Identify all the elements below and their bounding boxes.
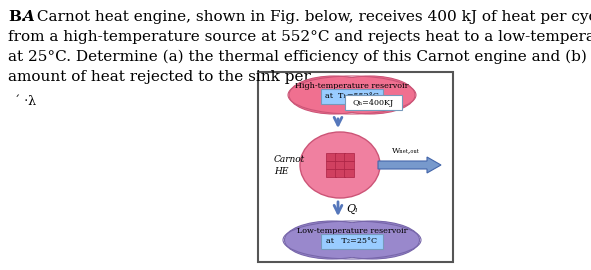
- Bar: [335, 161, 345, 169]
- Bar: [326, 169, 336, 177]
- Bar: [258, 72, 453, 262]
- Ellipse shape: [325, 76, 415, 114]
- Text: at  Tₕ=552°C: at Tₕ=552°C: [325, 92, 379, 100]
- Text: Carnot: Carnot: [274, 156, 305, 164]
- Text: Wₙₑₜ,ₒᵤₜ: Wₙₑₜ,ₒᵤₜ: [392, 146, 420, 154]
- Ellipse shape: [289, 76, 379, 114]
- Text: A: A: [22, 10, 34, 24]
- Text: HE: HE: [274, 167, 288, 177]
- Text: Qₗ: Qₗ: [346, 204, 358, 214]
- Text: at 25°C. Determine (a) the thermal efficiency of this Carnot engine and (b) the: at 25°C. Determine (a) the thermal effic…: [8, 50, 591, 64]
- Text: Low-temperature reservoir: Low-temperature reservoir: [297, 227, 407, 235]
- Bar: [344, 161, 354, 169]
- Text: B.: B.: [8, 10, 27, 24]
- FancyBboxPatch shape: [321, 234, 383, 249]
- FancyBboxPatch shape: [321, 89, 383, 104]
- Text: High-temperature reservoir: High-temperature reservoir: [296, 82, 409, 90]
- Bar: [335, 169, 345, 177]
- Bar: [326, 161, 336, 169]
- Text: Qₕ=400KJ: Qₕ=400KJ: [352, 99, 394, 107]
- Text: Carnot heat engine, shown in Fig. below, receives 400 kJ of heat per cycle: Carnot heat engine, shown in Fig. below,…: [32, 10, 591, 24]
- Text: at   T₂=25°C: at T₂=25°C: [326, 237, 378, 245]
- Ellipse shape: [324, 221, 420, 259]
- Ellipse shape: [292, 78, 412, 112]
- Ellipse shape: [284, 221, 379, 259]
- Polygon shape: [378, 157, 441, 173]
- Bar: [335, 153, 345, 161]
- Bar: [326, 153, 336, 161]
- FancyBboxPatch shape: [345, 95, 402, 110]
- Bar: [344, 169, 354, 177]
- Ellipse shape: [300, 132, 380, 198]
- Text: ´ ·λ: ´ ·λ: [14, 95, 36, 108]
- Text: amount of heat rejected to the sink per: amount of heat rejected to the sink per: [8, 70, 311, 84]
- Bar: [344, 153, 354, 161]
- Ellipse shape: [287, 223, 417, 257]
- Text: from a high-temperature source at 552°C and rejects heat to a low-temperature si: from a high-temperature source at 552°C …: [8, 30, 591, 44]
